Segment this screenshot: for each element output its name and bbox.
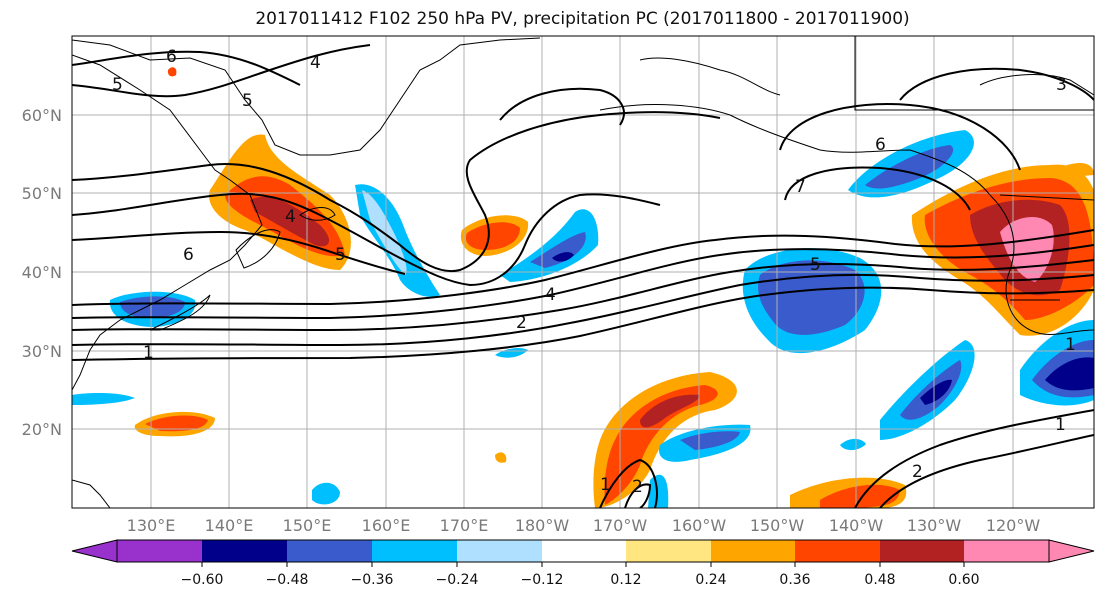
lon-label: 150°E	[283, 516, 332, 535]
contour-label: 2	[516, 313, 527, 333]
lat-label: 50°N	[22, 184, 62, 203]
colorbar: −0.60 −0.48 −0.36 −0.24 −0.12 0.12 0.24 …	[71, 539, 1095, 588]
colorbar-tick-label: −0.36	[351, 572, 394, 588]
contour-label: 1	[1065, 335, 1076, 355]
lat-label: 40°N	[22, 263, 62, 282]
coastlines	[72, 36, 1094, 508]
contour-label: 7	[795, 177, 806, 197]
map-frame	[71, 35, 1095, 509]
lon-label: 170°W	[593, 516, 648, 535]
colorbar-tick-label: 0.60	[948, 572, 979, 588]
lon-label: 180°W	[515, 516, 570, 535]
lon-label: 170°E	[440, 516, 489, 535]
colorbar-segment	[542, 540, 626, 562]
contour-label: 2	[912, 462, 923, 482]
contour-label: 1	[600, 475, 611, 495]
lon-label: 130°E	[127, 516, 176, 535]
contour-labels: 6 5 4 5 4 5 6 1 2 4 5 6 7 3 1 2 1 2 1	[112, 47, 1076, 497]
contour-label: 4	[545, 285, 556, 305]
lon-label: 140°E	[205, 516, 254, 535]
colorbar-tick-label: −0.12	[521, 572, 564, 588]
contour-label: 3	[1056, 75, 1067, 95]
lat-label: 60°N	[22, 106, 62, 125]
lat-label: 20°N	[22, 420, 62, 439]
map-title: 2017011412 F102 250 hPa PV, precipitatio…	[255, 9, 910, 29]
contour-label: 6	[166, 47, 177, 67]
lon-label: 160°W	[672, 516, 727, 535]
contour-label: 4	[310, 53, 321, 73]
contour-label: 6	[183, 245, 194, 265]
colorbar-tick-label: −0.60	[181, 572, 224, 588]
contour-label: 2	[632, 477, 643, 497]
lon-label: 130°W	[907, 516, 962, 535]
lon-label: 140°W	[829, 516, 884, 535]
lon-label: 150°W	[750, 516, 805, 535]
pv-contours	[72, 44, 1094, 508]
colorbar-tick-label: 0.24	[695, 572, 726, 588]
contour-label: 4	[285, 207, 296, 227]
colorbar-segment	[202, 540, 287, 562]
colorbar-tick-label: 0.36	[779, 572, 810, 588]
colorbar-segment	[626, 540, 711, 562]
colorbar-extend-low	[71, 539, 118, 563]
lon-label: 160°E	[362, 516, 411, 535]
colorbar-tick-label: −0.24	[436, 572, 479, 588]
colorbar-segment	[964, 540, 1049, 562]
colorbar-segment	[880, 540, 964, 562]
contour-label: 5	[112, 75, 123, 95]
colorbar-segment	[457, 540, 542, 562]
colorbar-segment	[795, 540, 880, 562]
contour-label: 6	[875, 135, 886, 155]
colorbar-segment	[372, 540, 457, 562]
contour-label: 1	[143, 343, 154, 363]
longitude-labels: 130°E 140°E 150°E 160°E 170°E 180°W 170°…	[127, 516, 1041, 535]
contour-label: 5	[242, 91, 253, 111]
colorbar-segment	[287, 540, 372, 562]
contour-label: 1	[1055, 415, 1066, 435]
colorbar-extend-high	[1048, 539, 1095, 563]
contour-label: 5	[335, 245, 346, 265]
contour-label: 5	[810, 255, 821, 275]
colorbar-tick-label: 0.48	[864, 572, 895, 588]
colorbar-segment	[117, 540, 202, 562]
map-area: 6 5 4 5 4 5 6 1 2 4 5 6 7 3 1 2 1 2 1	[72, 36, 1094, 508]
lon-label: 120°W	[986, 516, 1041, 535]
lat-label: 30°N	[22, 342, 62, 361]
colorbar-tick-label: −0.48	[266, 572, 309, 588]
graticule	[72, 36, 1094, 508]
latitude-labels: 60°N 50°N 40°N 30°N 20°N	[22, 106, 62, 439]
colorbar-tick-label: 0.12	[610, 572, 641, 588]
colorbar-segment	[711, 540, 795, 562]
